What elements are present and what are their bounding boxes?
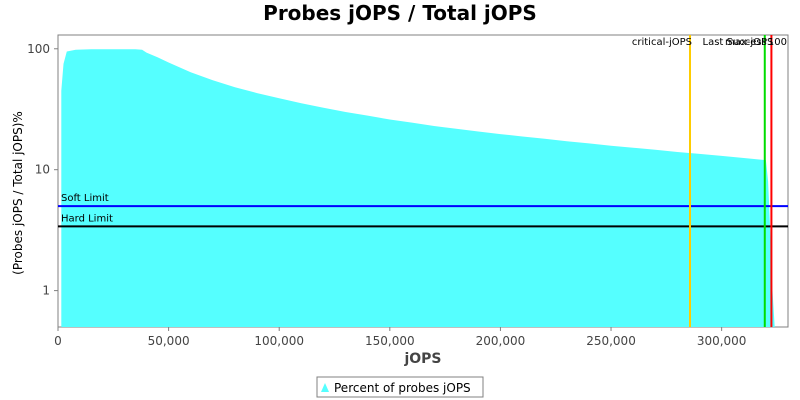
legend-swatch xyxy=(321,383,329,392)
x-tick-label-3: 150,000 xyxy=(365,334,415,348)
legend: Percent of probes jOPS xyxy=(316,376,484,398)
y-tick-label-1: 10 xyxy=(35,163,50,177)
y-axis-ticks: 1 10 100 xyxy=(27,42,58,298)
area-series-0 xyxy=(61,49,775,328)
top-right-annotation: 100 xyxy=(768,37,787,48)
horizontal-line-label-0: Soft Limit xyxy=(61,193,109,204)
x-axis-ticks: 0 50,000 100,000 150,000 200,000 250,000 300,0… xyxy=(54,327,746,348)
chart-title: Probes jOPS / Total jOPS xyxy=(263,1,537,25)
area-layer xyxy=(61,49,775,328)
y-axis-title: (Probes jOPS / Total jOPS)% xyxy=(11,111,25,275)
x-tick-label-6: 300,000 xyxy=(697,334,747,348)
y-tick-label-0: 1 xyxy=(42,284,50,298)
legend-label: Percent of probes jOPS xyxy=(334,381,471,395)
vertical-line-label-2: max-jOPS xyxy=(725,37,773,48)
vertical-line-label-1: Last Success xyxy=(703,37,767,48)
x-tick-label-1: 50,000 xyxy=(148,334,190,348)
legend-box xyxy=(316,376,484,398)
vertical-line-label-0: critical-jOPS xyxy=(632,37,692,48)
x-axis-title: jOPS xyxy=(403,351,441,367)
x-tick-label-5: 250,000 xyxy=(586,334,636,348)
y-tick-label-2: 100 xyxy=(27,42,50,56)
x-tick-label-2: 100,000 xyxy=(254,334,304,348)
horizontal-line-label-1: Hard Limit xyxy=(61,213,113,224)
horizontal-limit-lines: Soft Limit Hard Limit xyxy=(58,193,788,228)
x-tick-label-4: 200,000 xyxy=(476,334,526,348)
x-tick-label-0: 0 xyxy=(54,334,62,348)
